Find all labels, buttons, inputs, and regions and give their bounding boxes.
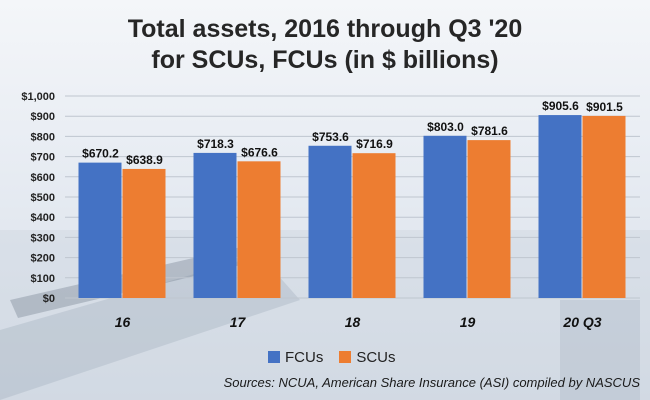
bar-fcus — [78, 162, 122, 298]
legend-item-scus: SCUs — [339, 348, 396, 366]
data-label: $753.6 — [312, 130, 349, 144]
x-tick-label: 16 — [115, 314, 131, 330]
x-tick-label: 18 — [345, 314, 361, 330]
bar-fcus — [538, 115, 582, 298]
bar-scus — [467, 140, 511, 298]
y-tick-label: $700 — [31, 152, 55, 164]
data-label: $781.6 — [471, 124, 508, 138]
y-tick-label: $400 — [31, 212, 55, 224]
y-tick-label: $1,000 — [21, 91, 55, 103]
data-label: $718.3 — [197, 137, 234, 151]
chart-title-line: Total assets, 2016 through Q3 '20 — [127, 15, 523, 43]
data-label: $803.0 — [427, 120, 464, 134]
y-tick-label: $200 — [31, 253, 55, 265]
chart-title-line: for SCUs, FCUs (in $ billions) — [151, 46, 499, 74]
bar-fcus — [193, 152, 237, 298]
x-tick-label: 19 — [460, 314, 476, 330]
legend-swatch-fcus — [268, 351, 280, 363]
data-label: $901.5 — [586, 100, 623, 114]
legend: FCUs SCUs — [268, 347, 396, 367]
legend-label-fcus: FCUs — [285, 348, 324, 366]
data-label: $716.9 — [356, 137, 393, 151]
bar-scus — [352, 153, 396, 298]
data-label: $676.6 — [241, 145, 278, 159]
data-label: $670.2 — [82, 147, 119, 161]
x-tick-label: 17 — [230, 314, 247, 330]
y-tick-label: $0 — [43, 293, 55, 305]
y-tick-label: $800 — [31, 131, 55, 143]
y-tick-label: $300 — [31, 232, 55, 244]
x-tick-label: 20 Q3 — [562, 314, 601, 330]
y-tick-label: $500 — [31, 192, 55, 204]
data-label: $905.6 — [542, 99, 579, 113]
bar-fcus — [308, 145, 352, 298]
legend-swatch-scus — [339, 351, 352, 363]
y-tick-label: $900 — [31, 111, 55, 123]
bar-scus — [237, 161, 281, 298]
legend-label-scus: SCUs — [356, 348, 396, 366]
y-tick-label: $100 — [31, 273, 55, 285]
bar-scus — [582, 115, 626, 298]
data-label: $638.9 — [126, 153, 163, 167]
legend-item-fcus: FCUs — [268, 349, 323, 366]
chart-title: Total assets, 2016 through Q3 '20 for SC… — [0, 14, 650, 76]
y-tick-label: $600 — [31, 172, 55, 184]
bar-scus — [122, 168, 166, 298]
bar-fcus — [423, 135, 467, 298]
source-note: Sources: NCUA, American Share Insurance … — [223, 375, 640, 390]
